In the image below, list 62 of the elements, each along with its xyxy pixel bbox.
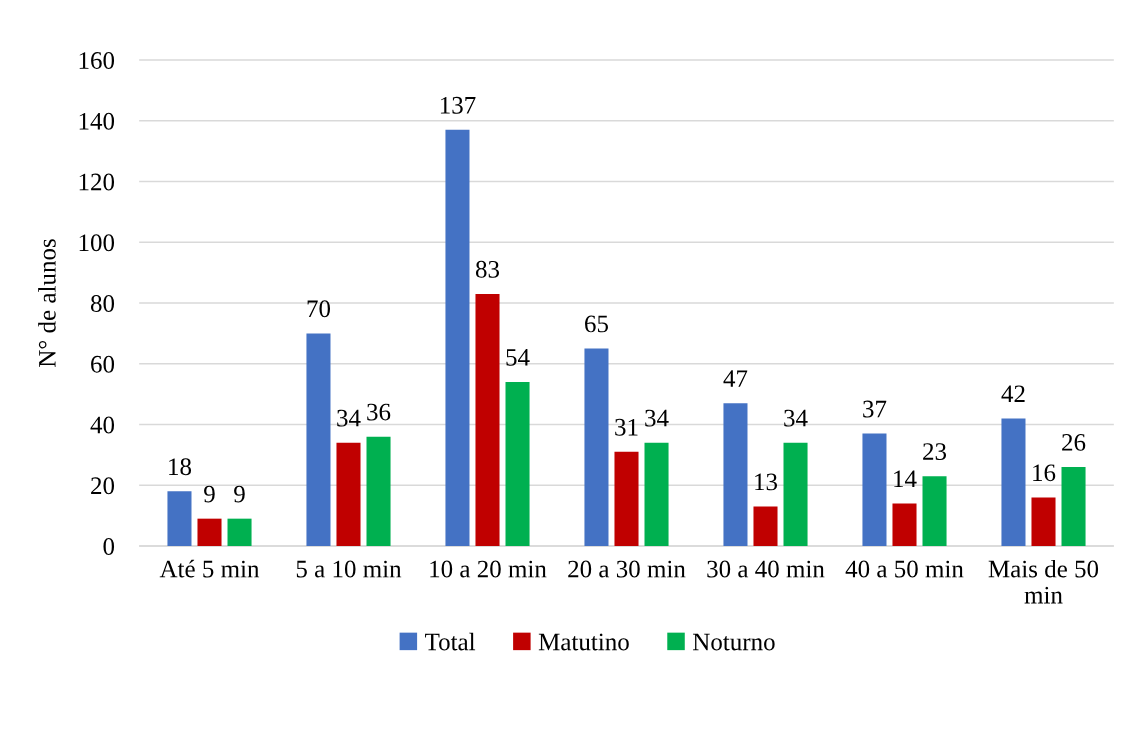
x-tick-label: 20 a 30 min <box>568 560 686 578</box>
bar <box>445 129 470 546</box>
bar <box>922 476 947 546</box>
y-tick-label: 140 <box>79 112 115 130</box>
y-tick-label: 160 <box>79 52 115 69</box>
data-label: 37 <box>863 400 887 418</box>
x-tick-label: 10 a 20 min <box>430 560 547 578</box>
bar <box>336 442 361 546</box>
data-label: 23 <box>923 443 947 460</box>
data-label: 31 <box>615 418 638 436</box>
data-label: 9 <box>234 485 245 503</box>
x-tick-label: Mais de 50 min <box>988 559 1099 604</box>
data-label: 26 <box>1062 434 1086 451</box>
bar <box>227 518 252 546</box>
x-tick-label: 40 a 50 min <box>845 560 964 578</box>
data-label: 42 <box>1001 385 1025 402</box>
data-label: 34 <box>645 409 669 427</box>
y-tick-label: 40 <box>90 416 115 434</box>
data-label: 16 <box>1033 464 1056 482</box>
y-tick-label: 20 <box>91 477 115 495</box>
y-axis-title: N° de alunos <box>38 239 56 367</box>
bar <box>614 451 639 546</box>
y-tick-label: 80 <box>90 295 115 312</box>
data-label: 18 <box>169 458 192 476</box>
bar <box>862 433 887 546</box>
bar <box>644 442 669 546</box>
bar <box>306 333 331 546</box>
y-tick-label: 0 <box>103 538 115 555</box>
bar <box>783 442 808 546</box>
bar <box>197 518 222 546</box>
legend-label: Matutino <box>538 633 629 651</box>
legend-label: Total <box>425 632 476 651</box>
y-tick-label: 100 <box>79 234 115 252</box>
data-label: 137 <box>440 96 476 114</box>
data-label: 14 <box>894 470 917 488</box>
bar <box>723 403 748 546</box>
data-label: 34 <box>784 409 808 427</box>
data-label: 70 <box>307 300 331 318</box>
x-tick-label: 5 a 10 min <box>296 560 402 578</box>
x-tick-label: 30 a 40 min <box>707 560 825 578</box>
bar <box>167 491 192 546</box>
bar <box>584 348 609 546</box>
bar <box>475 293 500 546</box>
y-tick-label: 60 <box>91 355 115 373</box>
bar <box>505 381 530 546</box>
data-label: 34 <box>337 409 361 427</box>
data-label: 65 <box>585 315 608 333</box>
bar <box>366 436 391 546</box>
bar <box>892 503 917 546</box>
data-label: 47 <box>723 370 748 387</box>
data-label: 83 <box>475 260 500 278</box>
x-tick-label: Até 5 min <box>159 559 260 578</box>
bar <box>1001 418 1026 546</box>
data-label: 9 <box>204 485 215 503</box>
data-label: 54 <box>506 349 530 366</box>
bar <box>1031 497 1056 546</box>
bar <box>753 506 778 546</box>
bar <box>1061 467 1086 546</box>
y-tick-label: 120 <box>79 173 115 191</box>
data-label: 13 <box>755 473 778 491</box>
legend-label: Noturno <box>692 633 775 651</box>
data-label: 36 <box>367 403 391 421</box>
